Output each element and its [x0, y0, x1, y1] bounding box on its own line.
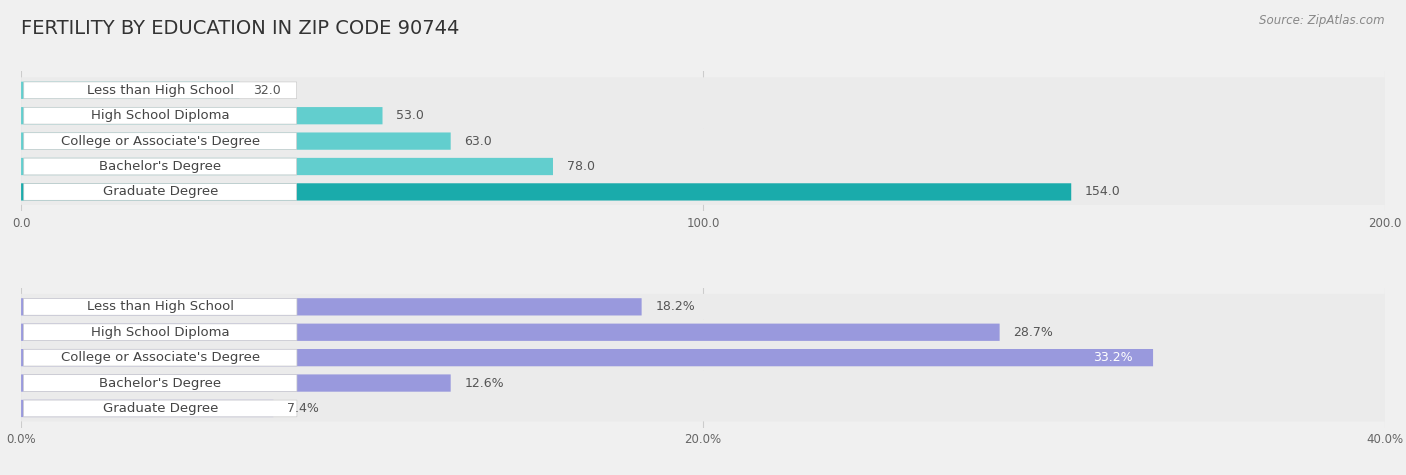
FancyBboxPatch shape: [24, 375, 297, 391]
FancyBboxPatch shape: [21, 319, 1385, 345]
Text: FERTILITY BY EDUCATION IN ZIP CODE 90744: FERTILITY BY EDUCATION IN ZIP CODE 90744: [21, 19, 460, 38]
Text: 53.0: 53.0: [396, 109, 425, 122]
FancyBboxPatch shape: [21, 128, 1385, 154]
FancyBboxPatch shape: [24, 107, 297, 124]
FancyBboxPatch shape: [21, 103, 1385, 129]
FancyBboxPatch shape: [21, 294, 1385, 320]
FancyBboxPatch shape: [21, 349, 1153, 366]
FancyBboxPatch shape: [21, 77, 1385, 103]
FancyBboxPatch shape: [21, 345, 1385, 370]
Text: Source: ZipAtlas.com: Source: ZipAtlas.com: [1260, 14, 1385, 27]
Text: High School Diploma: High School Diploma: [91, 326, 229, 339]
FancyBboxPatch shape: [24, 133, 297, 150]
FancyBboxPatch shape: [24, 82, 297, 99]
Text: 12.6%: 12.6%: [464, 377, 503, 389]
Text: 63.0: 63.0: [464, 134, 492, 148]
FancyBboxPatch shape: [21, 183, 1071, 200]
FancyBboxPatch shape: [21, 298, 641, 315]
FancyBboxPatch shape: [21, 179, 1385, 205]
FancyBboxPatch shape: [21, 107, 382, 124]
FancyBboxPatch shape: [21, 370, 1385, 396]
FancyBboxPatch shape: [21, 400, 273, 417]
Text: 7.4%: 7.4%: [287, 402, 319, 415]
Text: 28.7%: 28.7%: [1014, 326, 1053, 339]
Text: Less than High School: Less than High School: [87, 84, 233, 97]
Text: Graduate Degree: Graduate Degree: [103, 402, 218, 415]
FancyBboxPatch shape: [21, 133, 451, 150]
FancyBboxPatch shape: [24, 158, 297, 175]
FancyBboxPatch shape: [21, 323, 1000, 341]
Text: Bachelor's Degree: Bachelor's Degree: [100, 160, 221, 173]
FancyBboxPatch shape: [21, 153, 1385, 180]
FancyBboxPatch shape: [24, 324, 297, 341]
Text: Bachelor's Degree: Bachelor's Degree: [100, 377, 221, 389]
FancyBboxPatch shape: [21, 374, 451, 392]
FancyBboxPatch shape: [24, 298, 297, 315]
Text: Graduate Degree: Graduate Degree: [103, 185, 218, 199]
FancyBboxPatch shape: [24, 183, 297, 200]
FancyBboxPatch shape: [21, 158, 553, 175]
Text: Less than High School: Less than High School: [87, 300, 233, 314]
Text: College or Associate's Degree: College or Associate's Degree: [60, 351, 260, 364]
Text: 32.0: 32.0: [253, 84, 281, 97]
FancyBboxPatch shape: [24, 349, 297, 366]
Text: College or Associate's Degree: College or Associate's Degree: [60, 134, 260, 148]
FancyBboxPatch shape: [21, 396, 1385, 421]
Text: 154.0: 154.0: [1085, 185, 1121, 199]
FancyBboxPatch shape: [21, 82, 239, 99]
Text: High School Diploma: High School Diploma: [91, 109, 229, 122]
Text: 78.0: 78.0: [567, 160, 595, 173]
Text: 33.2%: 33.2%: [1092, 351, 1133, 364]
FancyBboxPatch shape: [24, 400, 297, 417]
Text: 18.2%: 18.2%: [655, 300, 695, 314]
